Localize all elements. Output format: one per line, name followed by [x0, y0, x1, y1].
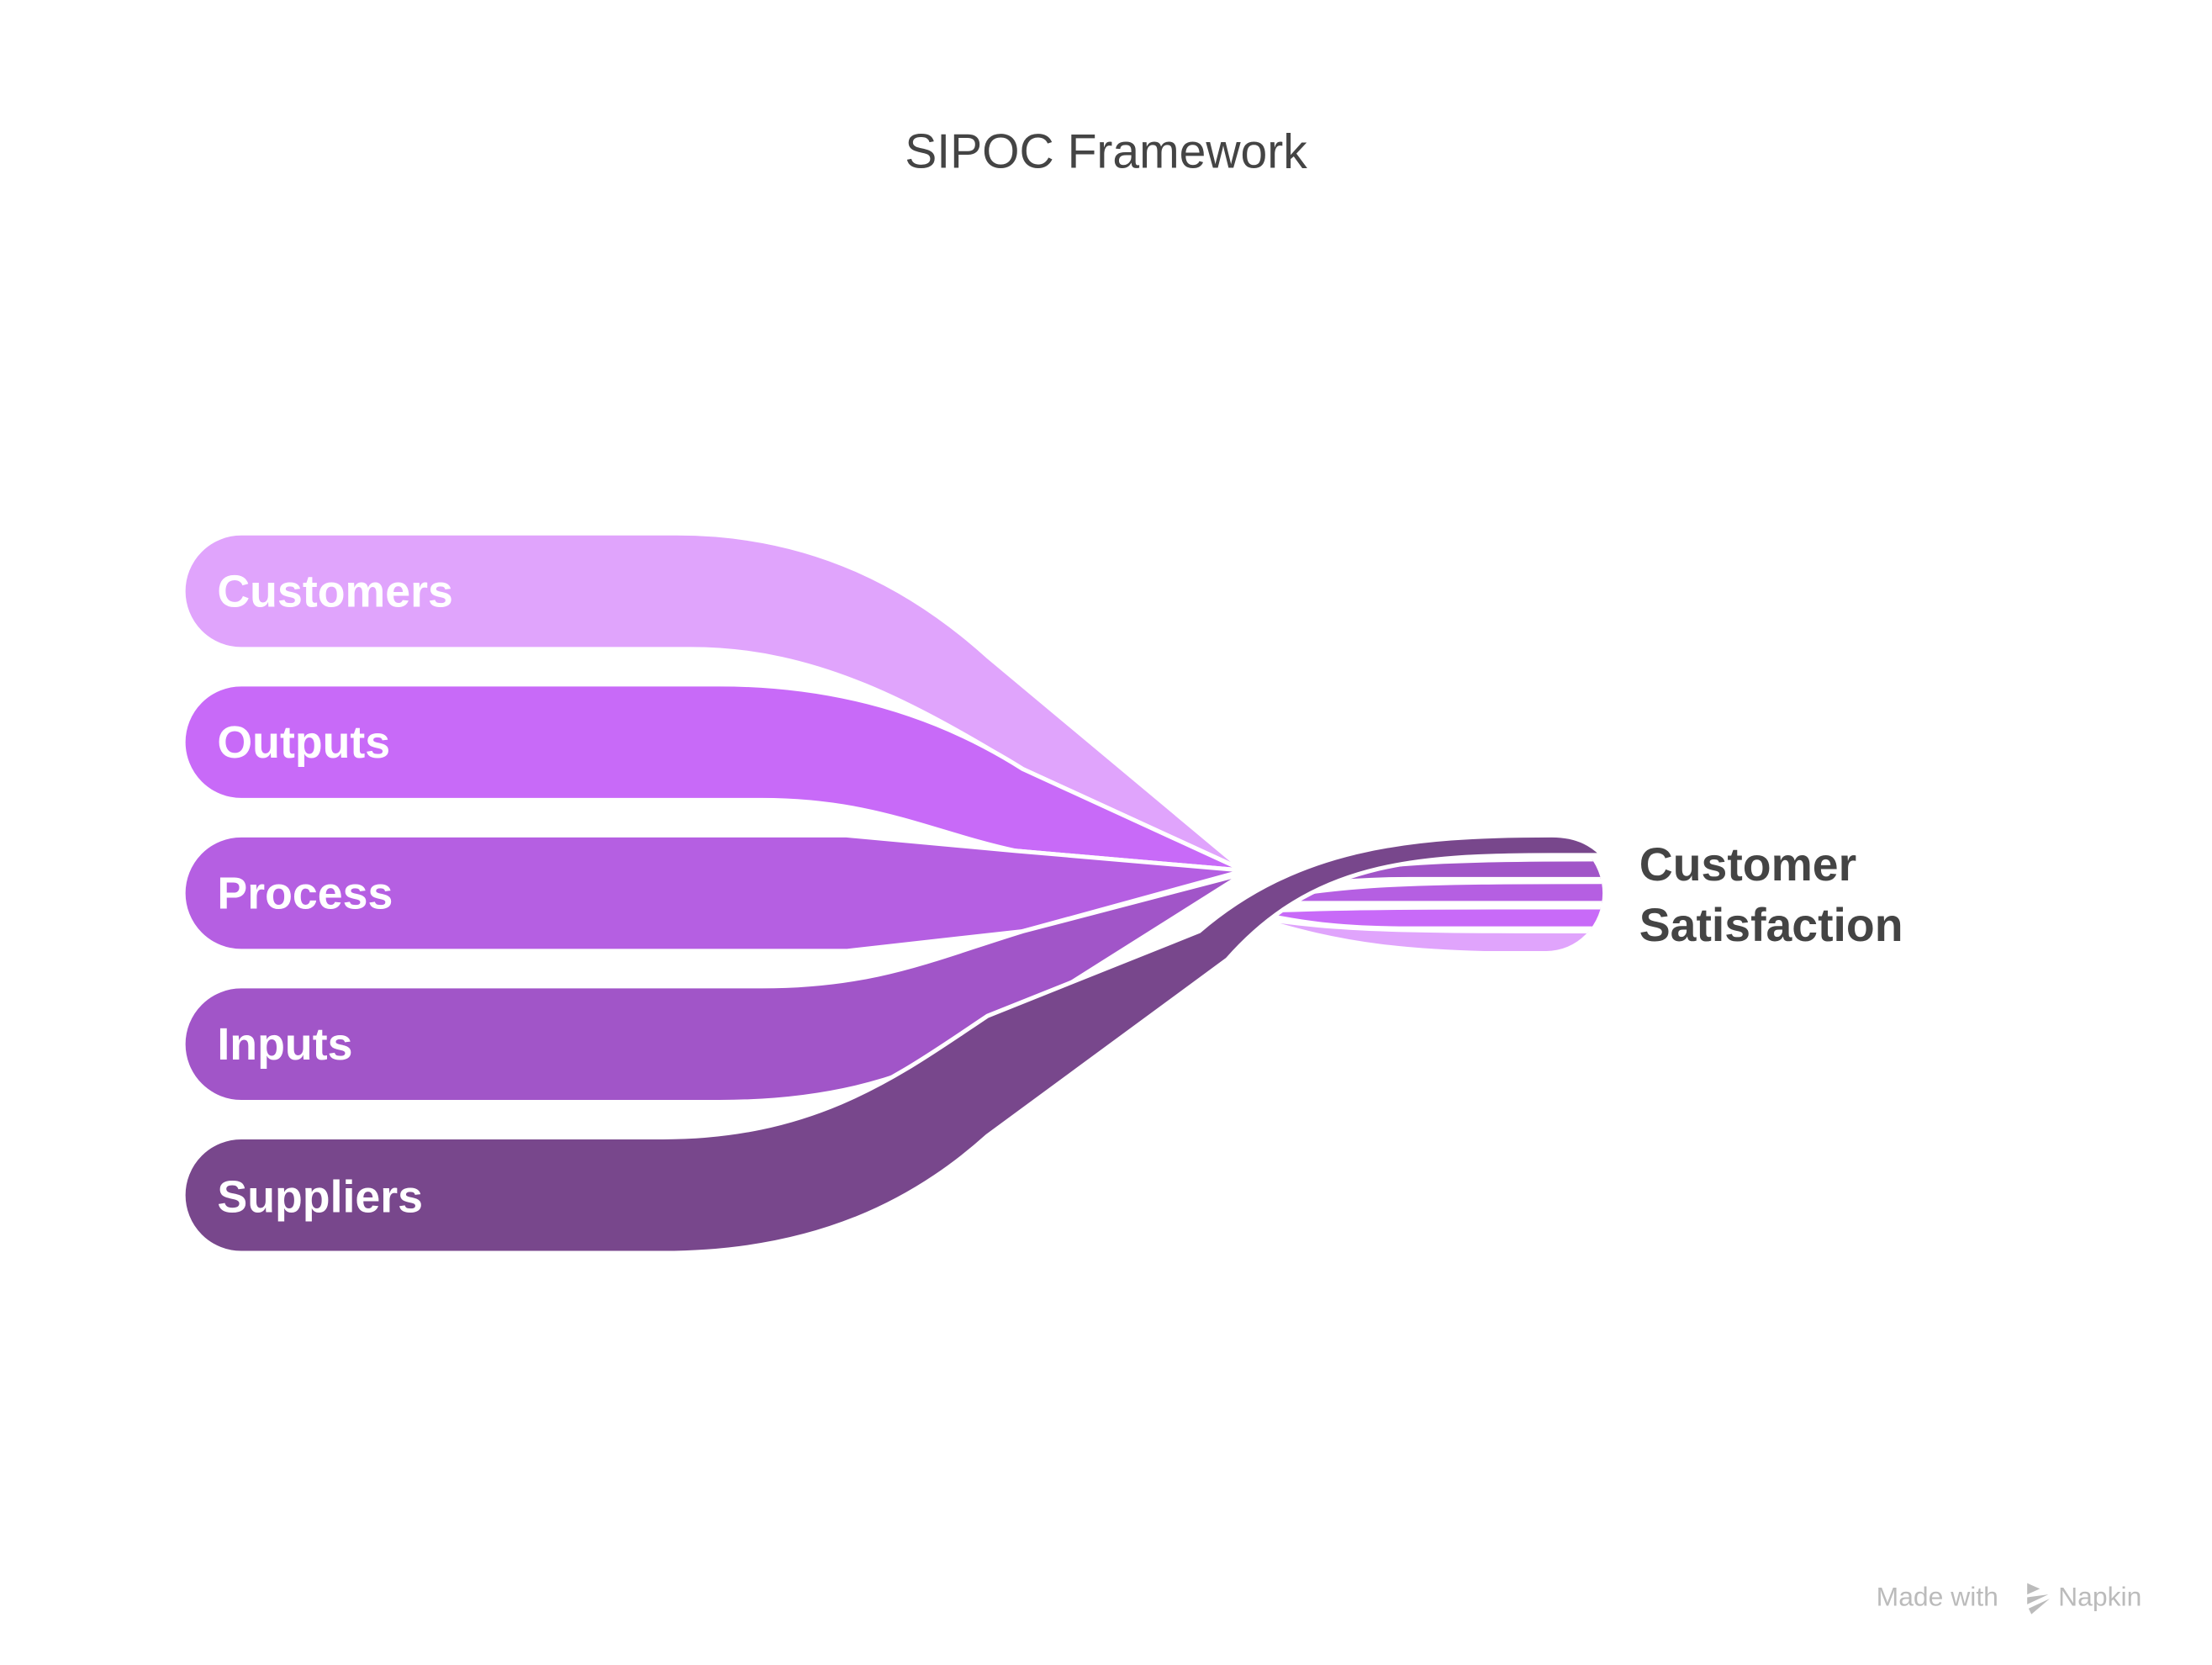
label-customers: Customers — [217, 567, 452, 617]
watermark-prefix: Made with — [1877, 1582, 1998, 1612]
watermark: Made with Napkin — [1877, 1582, 2141, 1615]
watermark-brand: Napkin — [2058, 1582, 2141, 1612]
band-suppliers — [181, 832, 1605, 1255]
band-outputs — [181, 682, 1247, 873]
label-inputs: Inputs — [217, 1019, 352, 1070]
outcome-line1: Customer — [1639, 838, 1856, 891]
diagram-title: SIPOC Framework — [905, 125, 1307, 179]
label-suppliers: Suppliers — [217, 1171, 423, 1222]
band-inputs — [181, 871, 1247, 1105]
label-process: Process — [217, 869, 393, 919]
stripe-outputs — [1248, 905, 1603, 931]
outcome-line2: Satisfaction — [1639, 899, 1903, 951]
napkin-logo-icon — [2027, 1583, 2051, 1615]
band-process — [181, 832, 1247, 954]
band-customers — [181, 531, 1247, 873]
label-outputs: Outputs — [217, 717, 390, 768]
